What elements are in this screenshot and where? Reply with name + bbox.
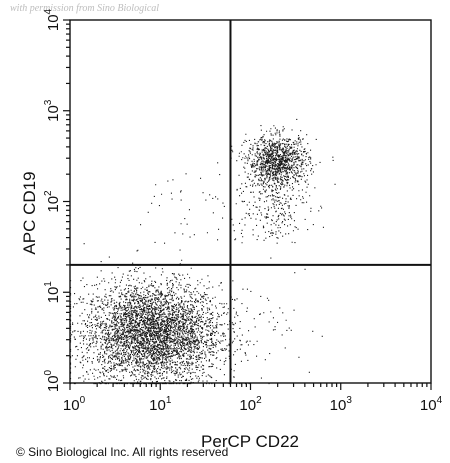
- y-tick-label: 100: [43, 369, 62, 392]
- y-axis-label: APC CD19: [20, 171, 39, 255]
- event-dots: [70, 118, 336, 385]
- y-tick-label: 101: [43, 281, 62, 304]
- watermark: with permission from Sino Biological: [10, 3, 160, 14]
- events-layer: [70, 118, 336, 385]
- copyright-notice: © Sino Biological Inc. All rights reserv…: [16, 445, 229, 459]
- y-tick-label: 103: [43, 99, 62, 122]
- x-tick-label: 100: [63, 395, 86, 414]
- x-tick-label: 102: [239, 395, 262, 414]
- x-tick-label: 101: [149, 395, 172, 414]
- tick-labels: 100 101 102 103 104 100 101 102 103 104: [43, 8, 443, 414]
- axis-ticks: [63, 19, 432, 390]
- y-tick-label: 102: [43, 190, 62, 213]
- y-tick-label: 104: [43, 8, 62, 31]
- x-tick-label: 103: [330, 395, 353, 414]
- x-axis-label: PerCP CD22: [201, 432, 299, 451]
- quadrant-gates: [70, 20, 431, 383]
- x-tick-label: 104: [420, 395, 443, 414]
